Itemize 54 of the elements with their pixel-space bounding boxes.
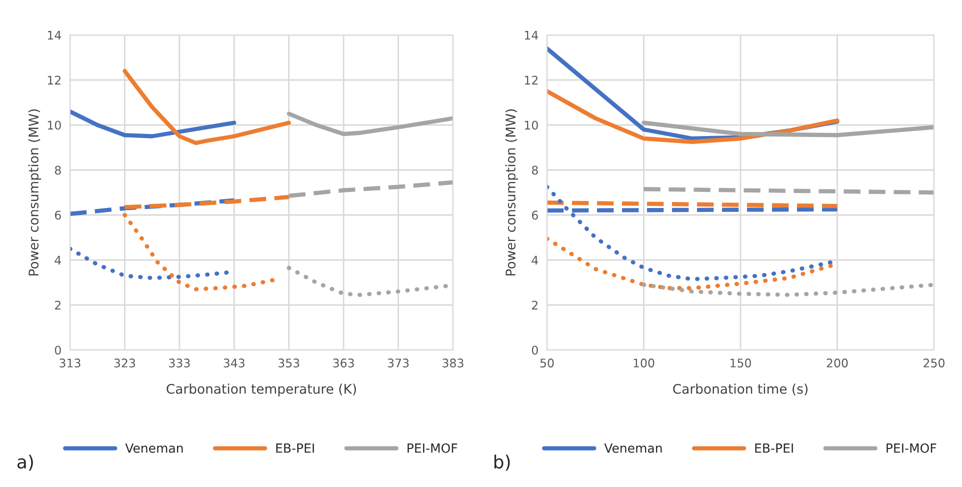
y-tick-label: 14 [524, 30, 538, 40]
y-axis-title: Power consumption (MW) [505, 109, 518, 276]
line-series [70, 198, 236, 216]
y-tick-label: 14 [48, 30, 62, 40]
y-tick-label: 10 [48, 120, 61, 130]
y-tick-label: 6 [54, 210, 61, 220]
line-series [547, 236, 834, 290]
x-tick-label: 333 [169, 358, 190, 368]
line-series [547, 184, 834, 282]
line-series [122, 68, 291, 146]
x-tick-label: 323 [114, 358, 136, 368]
y-tick-label: 2 [55, 300, 60, 310]
line-series [286, 112, 453, 136]
y-tick-label: 8 [532, 166, 538, 175]
x-tick-label: 353 [278, 358, 300, 368]
y-axis-title: Power consumption (MW) [28, 109, 42, 276]
legend-label: Veneman [604, 444, 662, 453]
y-tick-label: 0 [54, 346, 61, 355]
y-tick-label: 10 [524, 120, 538, 130]
legend-label: PEI-MOF [408, 443, 458, 453]
x-axis-title: Carbonation temperature (K) [166, 384, 356, 396]
line-series [642, 282, 934, 297]
legend-label: EB-PEI [755, 444, 793, 453]
line-series [286, 266, 450, 297]
x-tick-label: 343 [224, 358, 244, 368]
line-series [547, 89, 840, 144]
text: b) [494, 454, 510, 471]
y-tick-label: 0 [532, 346, 538, 355]
x-tick-label: 313 [60, 358, 80, 368]
x-tick-label: 50 [540, 358, 554, 368]
text: a) [17, 454, 33, 471]
x-tick-label: 383 [442, 358, 464, 368]
x-tick-label: 363 [333, 358, 354, 368]
legend-label: EB-PEI [276, 444, 314, 453]
y-tick-label: 4 [54, 256, 62, 264]
y-tick-label: 4 [532, 256, 538, 264]
line-series [70, 246, 231, 280]
x-tick-label: 150 [730, 358, 751, 368]
y-tick-label: 12 [48, 76, 60, 84]
line-series [642, 120, 934, 138]
x-axis-title: Carbonation time (s) [673, 384, 808, 396]
legend-label: Veneman [125, 444, 183, 453]
y-tick-label: 6 [532, 210, 538, 220]
line-series [286, 180, 453, 198]
legend-label: PEI-MOF [886, 443, 936, 453]
line-series [70, 109, 236, 138]
y-tick-label: 8 [54, 166, 61, 175]
line-series [122, 194, 291, 210]
x-tick-label: 200 [826, 358, 848, 368]
y-tick-label: 2 [532, 300, 538, 310]
x-tick-label: 100 [634, 358, 654, 368]
x-tick-label: 250 [924, 358, 944, 368]
x-tick-label: 373 [388, 358, 409, 368]
y-tick-label: 12 [524, 76, 538, 84]
